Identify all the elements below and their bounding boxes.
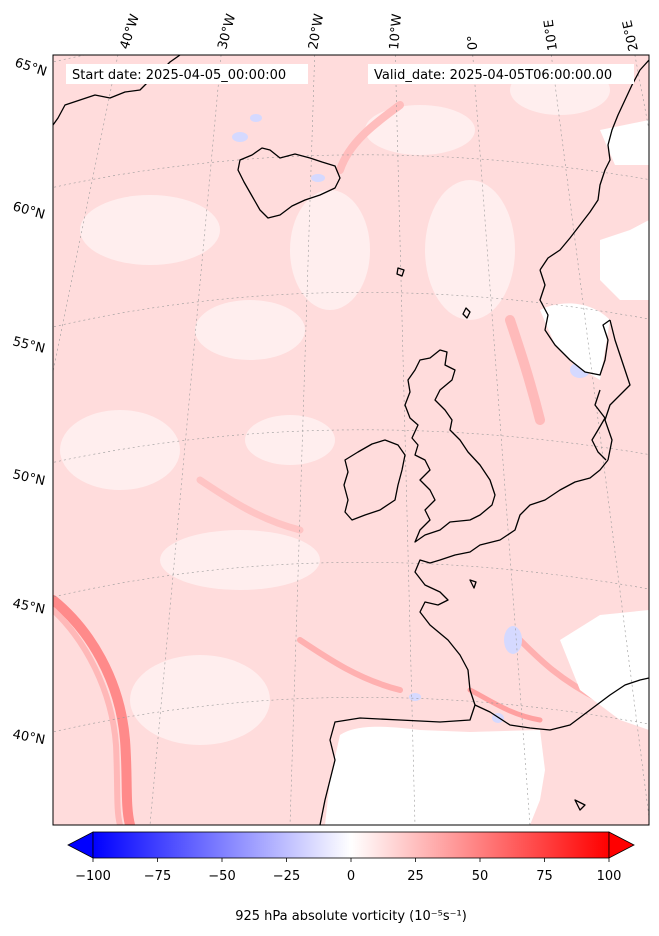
- coast-great-britain: [404, 349, 496, 543]
- coast-norway: [539, 59, 649, 271]
- lat-label-45n: 45°N: [11, 596, 46, 617]
- colorbar-ticks: −100 −75 −50 −25 0 25 50 75 100: [75, 858, 621, 884]
- lat-label-60n: 60°N: [11, 199, 47, 222]
- colorbar-extend-low: [67, 831, 94, 859]
- lat-label-40n: 40°N: [11, 727, 46, 748]
- masked-land-areas: [325, 120, 649, 825]
- longitude-labels: 40°W 30°W 20°W 10°W 0° 10°E 20°E: [118, 12, 642, 52]
- lat-label-50n: 50°N: [11, 467, 46, 489]
- lon-label-10e: 10°E: [542, 18, 561, 51]
- lon-label-40w: 40°W: [118, 12, 143, 51]
- lat-label-65n: 65°N: [13, 56, 49, 80]
- coast-european-mainland: [319, 459, 609, 825]
- valid-date-text: Valid_date: 2025-04-05T06:00:00.00: [374, 68, 612, 83]
- valid-date-box: [368, 64, 634, 84]
- lon-label-20e: 20°E: [620, 19, 642, 53]
- negative-vorticity-spots: [232, 114, 590, 723]
- coastlines: [53, 55, 649, 825]
- colorbar-tick-label: 75: [536, 869, 553, 884]
- strong-vorticity-bands: [53, 101, 603, 825]
- colorbar-label: 925 hPa absolute vorticity (10⁻⁵s⁻¹): [235, 909, 467, 924]
- lon-label-10w: 10°W: [387, 13, 405, 50]
- colorbar-tick-label: −75: [144, 869, 171, 884]
- lon-label-0: 0°: [465, 35, 481, 50]
- lon-label-30w: 30°W: [215, 12, 239, 51]
- lat-label-55n: 55°N: [11, 334, 46, 356]
- colorbar-tick-label: 50: [472, 869, 489, 884]
- colorbar-tick-label: −50: [208, 869, 235, 884]
- colorbar-tick-label: 0: [347, 869, 355, 884]
- coast-scandinavia-south: [604, 319, 631, 461]
- latitude-labels: 65°N 60°N 55°N 50°N 45°N 40°N: [11, 56, 49, 749]
- colorbar-gradient: [92, 831, 610, 859]
- coast-iceland: [237, 147, 341, 219]
- graticule: [53, 55, 649, 825]
- weak-vorticity-patches: [60, 65, 610, 745]
- start-date-box: [66, 64, 308, 84]
- map-frame: [52, 54, 650, 826]
- header: Start date: 2025-04-05_00:00:00 Valid_da…: [66, 64, 634, 84]
- colorbar-tick-label: −25: [273, 869, 300, 884]
- start-date-text: Start date: 2025-04-05_00:00:00: [72, 68, 286, 83]
- colorbar-tick-label: 100: [597, 869, 622, 884]
- coast-faroe: [396, 267, 405, 277]
- colorbar-tick-label: 25: [407, 869, 424, 884]
- colorbar-extend-high: [608, 831, 635, 859]
- colorbar-tick-label: −100: [75, 869, 111, 884]
- lon-label-20w: 20°W: [306, 13, 327, 51]
- coast-ireland: [343, 439, 406, 521]
- map-panel: [53, 55, 649, 825]
- colorbar: −100 −75 −50 −25 0 25 50 75 100 925 hPa absolute…: [67, 831, 635, 924]
